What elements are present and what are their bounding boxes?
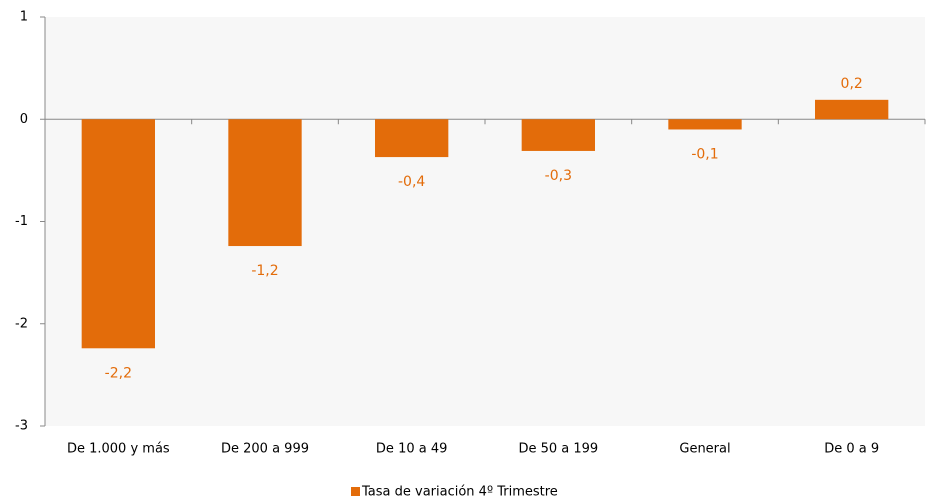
bar [81,119,155,349]
value-label: -0,1 [691,146,718,162]
y-tick-label: 1 [20,10,28,25]
x-tick-label: De 10 a 49 [376,442,447,457]
x-tick-label: De 1.000 y más [67,442,170,457]
x-tick-label: De 200 a 999 [221,442,309,457]
value-label: 0,2 [841,76,863,92]
y-tick-label: 0 [20,112,28,127]
legend-label: Tasa de variación 4º Trimestre [361,485,558,500]
x-tick-label: De 0 a 9 [824,442,879,457]
bar [668,119,742,130]
legend-swatch [351,487,360,496]
x-tick-label: De 50 a 199 [518,442,598,457]
value-label: -0,4 [398,174,425,190]
y-tick-label: -2 [15,316,28,331]
plot-area [45,17,925,426]
value-label: -1,2 [251,263,278,279]
bar [521,119,595,151]
value-label: -2,2 [105,365,132,381]
y-tick-label: -3 [15,419,28,434]
bar [228,119,302,247]
value-label: -0,3 [545,168,572,184]
bar [375,119,449,158]
y-tick-label: -1 [15,214,28,229]
bar [815,99,889,120]
x-tick-label: General [679,442,730,457]
